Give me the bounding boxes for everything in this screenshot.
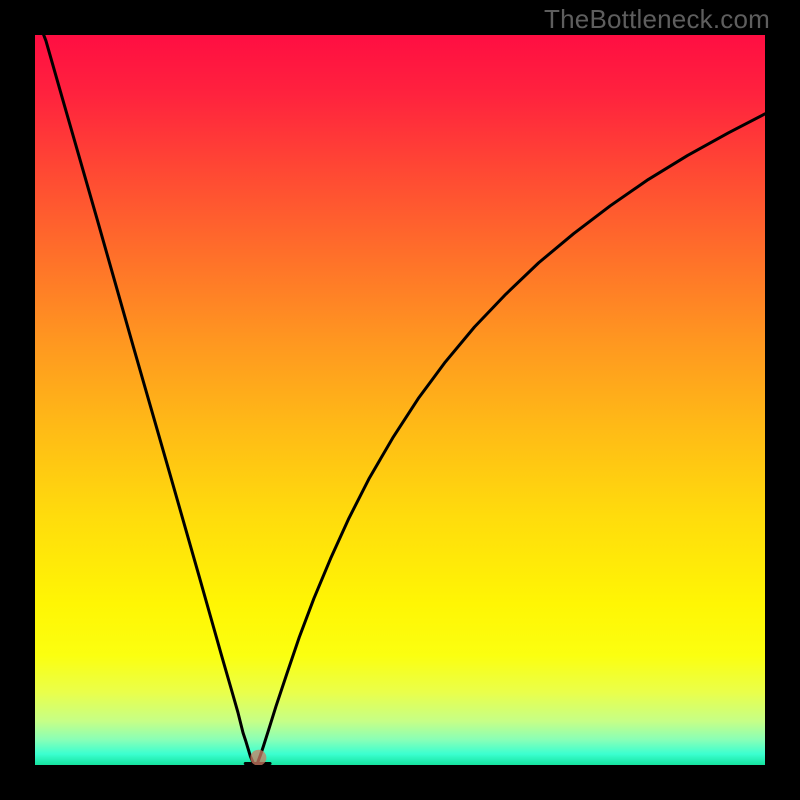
chart-border-right <box>765 0 800 800</box>
chart-border-bottom <box>0 765 800 800</box>
stage: TheBottleneck.com <box>0 0 800 800</box>
plot-area <box>35 35 765 765</box>
sweet-spot-point <box>250 750 266 766</box>
watermark-text: TheBottleneck.com <box>544 4 770 35</box>
sweet-spot-marker <box>35 35 765 765</box>
chart-border-left <box>0 0 35 800</box>
